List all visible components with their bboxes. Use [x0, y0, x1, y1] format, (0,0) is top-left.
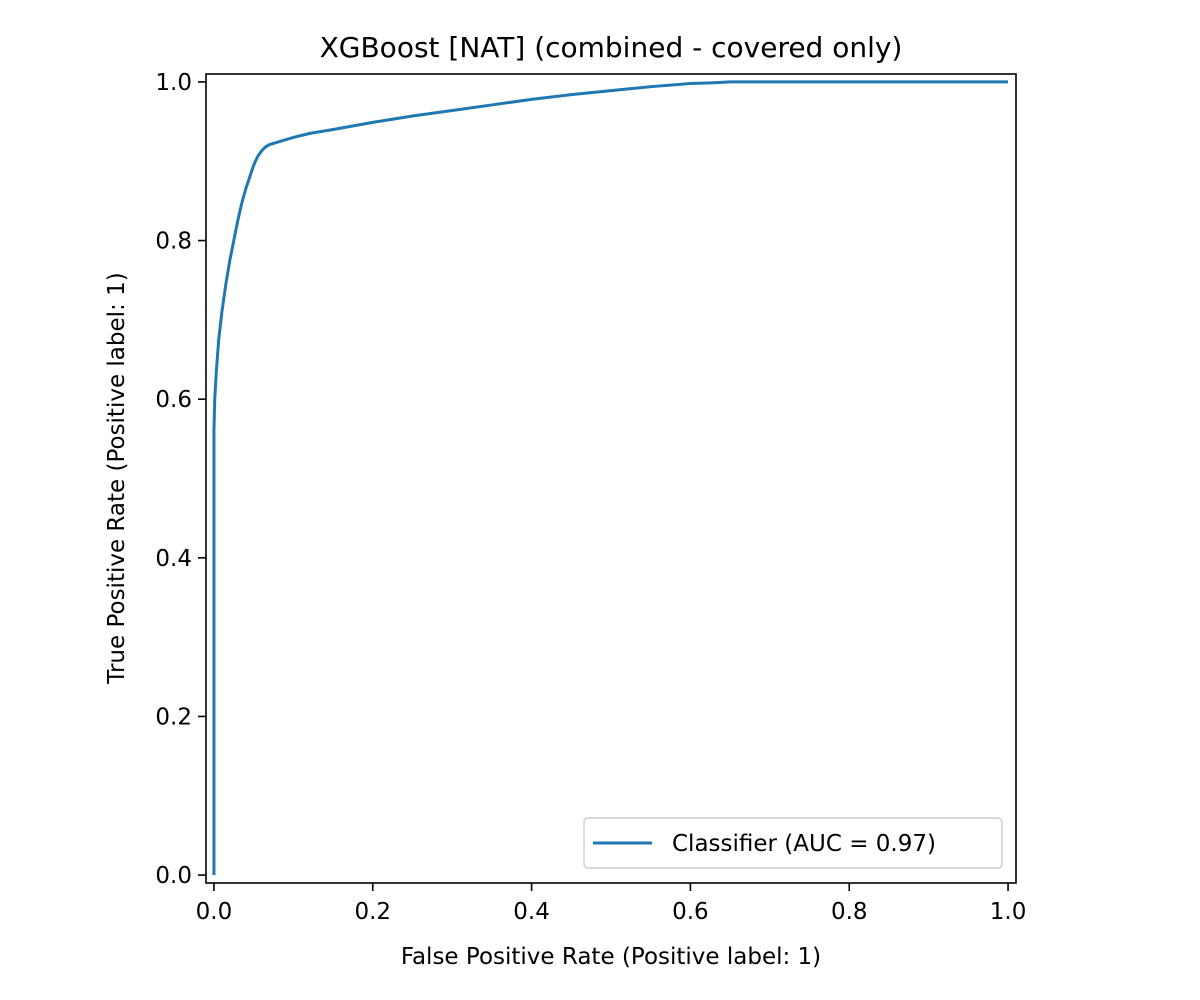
legend-box [583, 817, 1003, 869]
axis-ticks: 0.0 0.2 0.4 0.6 0.8 1.0 0.0 0.2 0.4 0.6 0.8 1.0 [155, 70, 1026, 925]
y-tick-label: 0.4 [155, 546, 192, 572]
x-tick-label: 0.2 [354, 899, 391, 925]
plot-area [212, 80, 1009, 876]
x-tick-label: 0.0 [196, 899, 233, 925]
y-tick-label: 1.0 [155, 70, 192, 96]
x-tick-label: 0.6 [672, 899, 709, 925]
y-axis-label: True Positive Rate (Positive label: 1) [104, 272, 130, 684]
x-tick-label: 1.0 [990, 899, 1027, 925]
x-tick-label: 0.4 [513, 899, 550, 925]
x-axis-label: False Positive Rate (Positive label: 1) [401, 944, 821, 970]
legend: Classifier (AUC = 0.97) [583, 817, 1003, 869]
roc-curve-series-0 [212, 80, 1009, 876]
y-tick-label: 0.2 [155, 704, 192, 730]
x-tick-label: 0.8 [831, 899, 868, 925]
y-tick-label: 0.8 [155, 229, 192, 255]
y-tick-label: 0.6 [155, 387, 192, 413]
legend-entry-label: Classifier (AUC = 0.97) [672, 831, 936, 857]
chart-title: XGBoost [NAT] (combined - covered only) [320, 31, 903, 64]
y-tick-label: 0.0 [155, 863, 192, 889]
axes-frame [205, 73, 1017, 884]
